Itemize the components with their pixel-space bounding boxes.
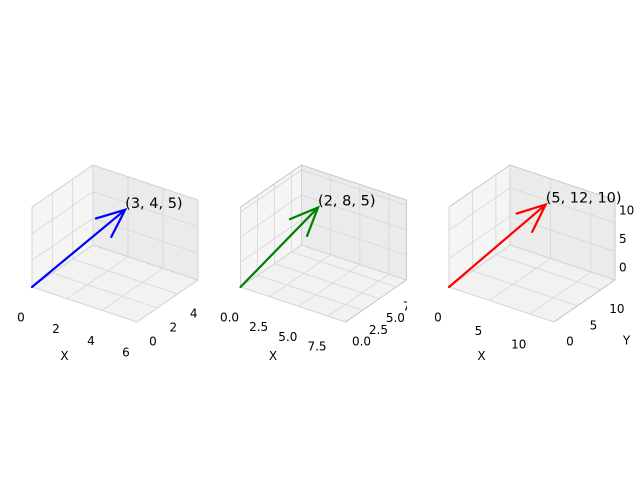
grid-line: [31, 191, 94, 234]
grid-line: [92, 164, 199, 201]
grid-line: [92, 217, 199, 254]
x-tick-label: 2.5: [249, 320, 268, 334]
y-tick-label: 0: [566, 335, 574, 349]
grid-line: [489, 258, 551, 301]
grid-line: [301, 219, 407, 256]
y-tick-label: 5: [590, 318, 598, 332]
grid-line: [101, 268, 164, 311]
grid-line: [448, 286, 555, 323]
grid-line: [52, 272, 158, 309]
subplot: 024602460246XY(3, 4, 5): [0, 120, 222, 370]
z-tick-label: 5: [619, 232, 627, 246]
grid-line: [448, 216, 511, 259]
x-axis-label: X: [269, 349, 277, 363]
y-axis-label: Y: [622, 334, 631, 348]
grid-line: [136, 279, 199, 323]
grid-line: [448, 187, 511, 231]
x-tick-label: 0: [17, 311, 25, 325]
y-tick-label: 2.5: [369, 323, 388, 337]
grid-line: [66, 256, 129, 299]
x-tick-label: 5.0: [278, 330, 297, 344]
x-tick-label: 5: [475, 324, 483, 338]
grid-line: [240, 286, 346, 323]
grid-line: [31, 164, 94, 208]
y-tick-label: 0: [149, 335, 157, 349]
grid-line: [529, 271, 591, 315]
grid-line: [472, 270, 578, 307]
grid-line: [240, 194, 302, 238]
grid-line: [72, 258, 178, 295]
grid-line: [495, 254, 602, 291]
vector-arrow: [239, 205, 321, 289]
vector-arrow: [30, 208, 128, 289]
grid-line: [92, 244, 199, 281]
y-tick-label: 10: [609, 302, 624, 316]
vector-arrow: [447, 202, 548, 289]
grid-line: [301, 244, 407, 281]
subplot: 0 5 10 0 5 10 0 5 10 X Y (5, 12, 10): [407, 120, 634, 370]
grid-line: [31, 286, 138, 323]
x-axis-label: X: [477, 349, 485, 363]
x-axis-label: X: [60, 349, 68, 363]
grid-line: [301, 169, 407, 206]
subplot: 0.02.55.07.50.02.55.07.50.02.55.07.5XY(2…: [198, 120, 430, 370]
x-tick-label: 7.5: [307, 340, 326, 354]
vector-label: (5, 12, 10): [546, 191, 622, 207]
grid-line: [509, 187, 616, 224]
grid-line: [31, 218, 94, 261]
x-tick-label: 6: [122, 346, 130, 360]
x-tick-label: 2: [52, 322, 60, 336]
vector-label: (3, 4, 5): [125, 196, 182, 212]
grid-line: [509, 216, 616, 252]
grid-line: [240, 244, 302, 288]
vector-label: (2, 8, 5): [318, 193, 375, 209]
y-tick-label: 4: [190, 307, 198, 321]
grid-line: [92, 191, 199, 228]
grid-line: [509, 244, 616, 281]
x-tick-label: 0: [434, 311, 442, 325]
grid-line: [291, 251, 397, 288]
z-tick-label: 0: [619, 261, 627, 275]
x-tick-label: 0.0: [220, 311, 239, 325]
grid-line: [257, 274, 363, 311]
x-tick-label: 4: [87, 334, 95, 348]
z-tick-label: 10: [619, 203, 634, 217]
grid-line: [240, 169, 302, 213]
grid-line: [448, 244, 511, 288]
y-tick-label: 5.0: [386, 311, 405, 325]
y-tick-label: 2: [170, 321, 178, 335]
y-tick-label: 0.0: [352, 335, 371, 349]
x-tick-label: 10: [511, 337, 526, 351]
grid-line: [274, 263, 380, 300]
grid-line: [240, 219, 302, 263]
grid-line: [301, 194, 407, 231]
